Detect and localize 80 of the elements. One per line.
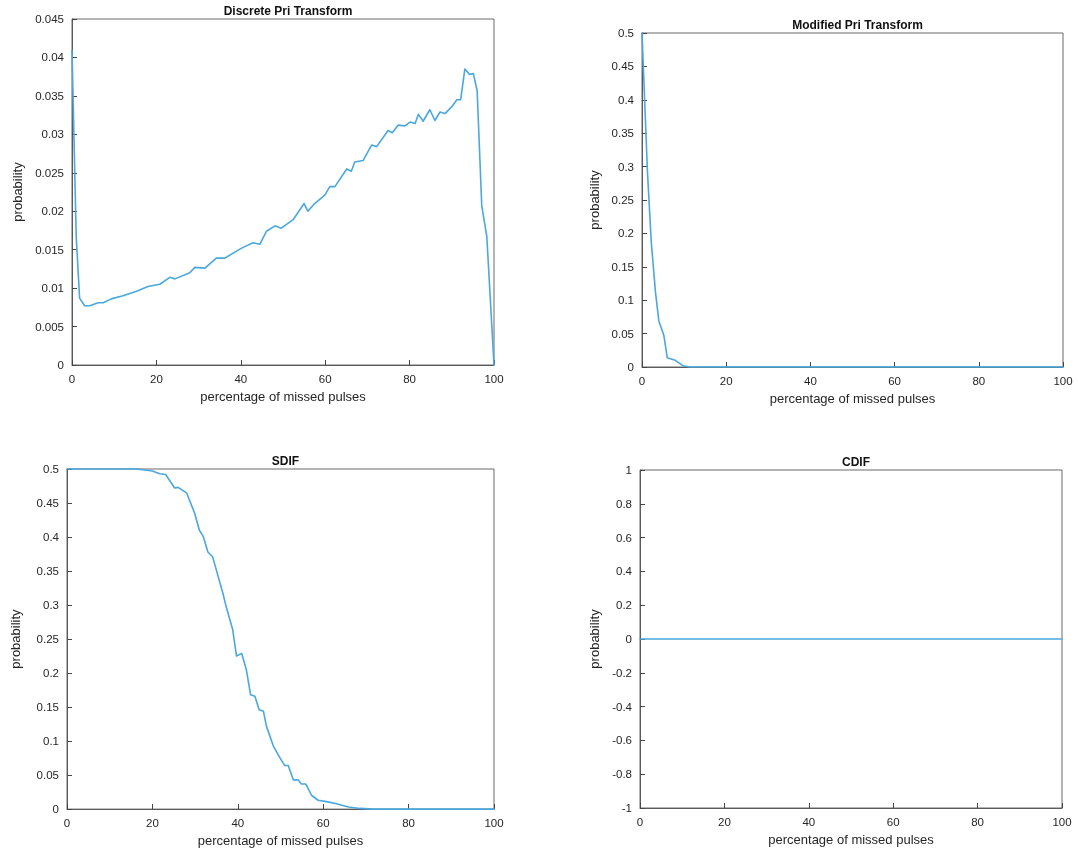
y-tick-label: 0 [627,361,634,373]
x-tick-label: 80 [402,817,415,830]
y-tick-label: -0.6 [612,734,632,747]
y-tick-label: 0.02 [41,205,64,218]
y-tick-label: 0.3 [43,599,59,612]
y-tick-label: 0.5 [43,463,59,475]
x-tick-label: 80 [403,373,416,385]
y-tick-label: 0.45 [611,60,634,73]
y-tick-label: 0.035 [35,89,64,102]
chart-title: Discrete Pri Transform [223,4,353,18]
x-tick-label: 40 [802,816,816,828]
x-tick-label: 100 [1052,816,1072,828]
x-tick-label: 80 [972,375,986,387]
y-tick-label: -0.4 [612,700,633,713]
y-tick-label: 0.35 [36,565,59,578]
x-tick-label: 100 [484,373,504,385]
y-tick-label: 0.03 [41,128,64,141]
y-tick-label: 0.05 [611,327,634,340]
x-tick-label: 40 [231,817,245,830]
y-tick-label: 0 [57,359,64,371]
x-axis-title: percentage of missed pulses [197,833,364,848]
x-tick-label: 60 [316,817,330,830]
y-tick-label: 1 [625,464,632,476]
y-tick-label: 0.01 [41,282,64,295]
y-tick-label: 0.025 [35,166,64,179]
x-tick-label: 0 [636,816,644,828]
y-tick-label: 0.45 [36,497,59,510]
y-axis-title: probability [8,608,23,669]
x-tick-label: 40 [804,375,817,387]
y-tick-label: 0.4 [43,531,60,544]
y-tick-label: -1 [621,802,632,814]
chart-title: Modified Pri Transform [792,18,923,32]
y-tick-label: 0.04 [41,51,65,64]
y-tick-label: 0.25 [36,633,59,646]
y-tick-label: -0.2 [612,666,632,679]
y-tick-label: 0.05 [36,769,59,782]
y-tick-label: 0.3 [618,160,634,173]
y-tick-label: 0.6 [616,531,632,544]
x-tick-label: 100 [484,817,504,830]
y-tick-label: 0.005 [35,320,64,333]
x-tick-label: 80 [971,816,984,828]
y-tick-label: 0.4 [616,565,633,578]
x-axis-title: percentage of missed pulses [768,831,935,847]
x-tick-label: 40 [234,373,248,385]
x-tick-label: 60 [886,816,900,828]
y-tick-label: 0.15 [36,701,59,714]
y-tick-label: -0.8 [612,768,632,781]
y-tick-label: 0.045 [35,13,64,25]
y-tick-label: 0.25 [611,194,634,206]
x-axis-title: percentage of missed pulses [200,388,367,404]
x-tick-label: 60 [888,375,901,387]
x-tick-label: 20 [146,817,159,830]
line-series [66,468,495,810]
x-tick-label: 20 [718,816,731,828]
x-tick-label: 20 [719,375,733,387]
line-series [641,32,1064,368]
y-tick-label: 0.1 [618,294,634,307]
x-axis-title: percentage of missed pulses [769,390,936,406]
y-tick-label: 0 [625,633,632,645]
y-axis-title: probability [10,161,26,222]
y-tick-label: 0.8 [616,497,632,510]
x-tick-label: 20 [150,373,163,385]
y-tick-label: 0.5 [618,27,634,39]
y-tick-label: 0.4 [618,93,635,106]
y-axis-title: probability [586,169,602,230]
y-tick-label: 0.2 [618,227,634,240]
y-tick-label: 0.2 [616,599,632,612]
y-tick-label: 0 [52,803,59,816]
y-axis-title: probability [587,608,603,669]
x-tick-label: 60 [318,373,332,385]
chart-title: CDIF [842,455,870,469]
x-tick-label: 0 [68,373,76,385]
y-tick-label: 0.2 [43,667,59,680]
y-tick-label: 0.35 [611,127,634,140]
y-tick-label: 0.015 [35,243,64,256]
x-tick-label: 100 [1053,375,1073,387]
chart-title: SDIF [271,454,300,468]
y-tick-label: 0.1 [43,735,59,748]
y-tick-label: 0.15 [611,260,634,273]
x-tick-label: 0 [638,375,646,387]
